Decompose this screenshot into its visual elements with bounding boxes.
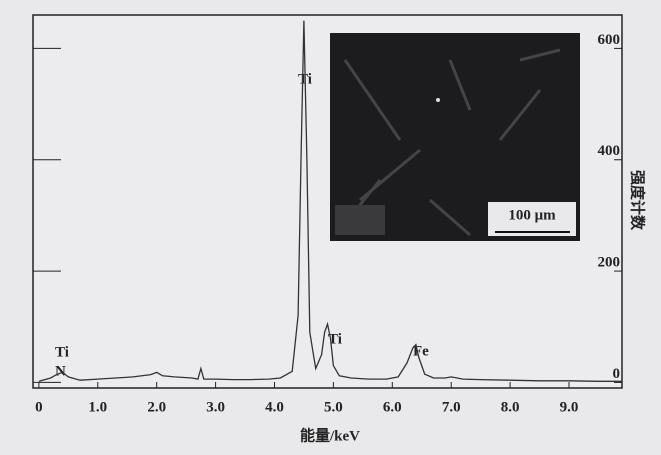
x-tick-label: 6.0 [383,399,402,415]
y-tick-label: 200 [598,255,621,271]
annotation: Ti [55,344,69,360]
y-tick-label: 0 [613,366,621,382]
x-tick-label: 8.0 [501,399,520,415]
annotation: N [55,363,66,379]
y-axis-label: 强度计数 [629,170,647,231]
x-axis-label: 能量/keV [300,426,360,444]
x-tick-label: 4.0 [265,399,284,415]
inset-image: 100 μm [330,33,580,241]
scale-bar-label: 100 μm [508,207,556,223]
y-tick-label: 400 [598,143,621,159]
x-tick-label: 3.0 [206,399,225,415]
x-tick-label: 5.0 [324,399,343,415]
x-tick-label: 7.0 [442,399,461,415]
spectrum-line [38,20,622,382]
x-tick-label: 0 [35,399,43,415]
x-tick-label: 2.0 [147,399,166,415]
y-tick-label: 600 [598,32,621,48]
x-tick-label: 9.0 [560,399,579,415]
x-tick-label: 1.0 [88,399,107,415]
